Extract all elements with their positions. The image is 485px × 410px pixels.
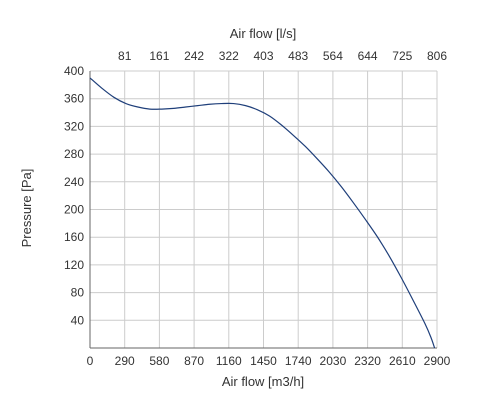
x2-tick-label: 483 [288, 49, 308, 63]
x2-tick-label: 644 [358, 49, 378, 63]
x2-axis-title: Air flow [l/s] [230, 26, 296, 41]
x-tick-label: 0 [87, 354, 94, 368]
x-tick-label: 290 [115, 354, 135, 368]
x2-tick-label: 81 [118, 49, 132, 63]
y-tick-label: 400 [64, 64, 84, 78]
x2-tick-label: 725 [392, 49, 412, 63]
x-tick-label: 2030 [320, 354, 347, 368]
x-tick-label: 580 [149, 354, 169, 368]
y-tick-label: 240 [64, 175, 84, 189]
y-tick-label: 160 [64, 230, 84, 244]
axes [89, 71, 437, 349]
series-line [89, 77, 436, 349]
y-tick-label: 280 [64, 147, 84, 161]
y-tick-label: 40 [71, 313, 85, 327]
y-tick-labels: 40 80 120 160 200 240 280 320 360 400 [64, 64, 84, 327]
x-tick-labels: 0 290 580 870 1160 1450 1740 2030 2320 2610 2900 [87, 354, 451, 368]
y-axis-title: Pressure [Pa] [19, 169, 34, 248]
x-tick-label: 1450 [250, 354, 277, 368]
x2-tick-label: 322 [219, 49, 239, 63]
y-tick-label: 120 [64, 258, 84, 272]
x2-tick-label: 242 [184, 49, 204, 63]
x-tick-label: 2320 [354, 354, 381, 368]
grid-lines [90, 70, 438, 348]
x2-tick-labels: 81 161 242 322 403 483 564 644 725 806 [118, 49, 447, 63]
y-tick-label: 200 [64, 203, 84, 217]
x-axis-title: Air flow [m3/h] [222, 374, 304, 389]
x2-tick-label: 564 [323, 49, 343, 63]
x-tick-label: 1160 [216, 354, 242, 368]
x2-tick-label: 403 [253, 49, 273, 63]
y-tick-label: 360 [64, 92, 84, 106]
x2-tick-label: 161 [149, 49, 169, 63]
y-tick-label: 80 [71, 286, 85, 300]
x-tick-label: 870 [184, 354, 204, 368]
x-tick-label: 2610 [389, 354, 416, 368]
x-tick-label: 1740 [285, 354, 312, 368]
x-tick-label: 2900 [424, 354, 451, 368]
y-tick-label: 320 [64, 119, 84, 133]
x2-tick-label: 806 [427, 49, 447, 63]
